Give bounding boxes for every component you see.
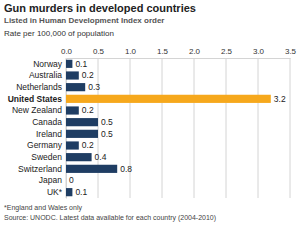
grid-line [98,58,99,198]
y-axis: NorwayAustralia Netherlands United StatesN… [8,59,67,199]
grid [66,58,290,198]
footnotes: *England and Wales only Source: UNODC. La… [4,204,216,222]
tick-label: Switzerland [18,164,62,174]
data-label: 0.1 [75,59,87,69]
data-labels: 0.10.20.33.20.20.50.50.20.40.800.1 [69,59,286,197]
tick: Canada [32,117,66,127]
bar [66,71,79,79]
tick: Australia [29,70,66,80]
data-label: 0.5 [101,129,113,139]
data-label: 0 [69,175,74,185]
bar [66,106,79,114]
tick-label: UK* [47,187,63,197]
bar [66,60,72,68]
data-label: 0.3 [88,82,100,92]
tick-label: Ireland [36,129,62,139]
subtitle: Listed in Human Development Index order [4,16,164,25]
tick: Japan [39,175,66,185]
bar [66,95,271,103]
bars [66,60,271,197]
grid-line [226,58,227,198]
tick: 1.0 [125,47,137,58]
data-label: 0.8 [120,164,132,174]
tick-label: Australia [29,70,62,80]
tick-label: 2.0 [189,47,201,56]
tick-label: Netherlands [16,82,62,92]
grid-line [194,58,195,198]
axis-line [67,58,291,59]
tick-label: New Zealand [12,105,62,115]
bar [66,83,85,91]
data-label: 0.1 [75,187,87,197]
grid-line [258,58,259,198]
tick: 2.0 [189,47,201,58]
data-label: 0.5 [101,117,113,127]
tick-label: 1.5 [157,47,169,56]
tick: Netherlands [16,82,66,92]
grid-line [162,58,163,198]
chart: Gun murders in developed countries Listed… [0,0,304,228]
tick-label: Canada [32,117,62,127]
tick-label: 3.5 [285,47,297,56]
tick: Germany [27,140,66,150]
tick: 0.5 [93,47,105,58]
tick: 3.5 [285,47,297,58]
bar [66,153,92,161]
tick: Sweden [31,152,66,162]
data-label: 3.2 [274,94,286,104]
bar [66,176,67,184]
bar [66,141,79,149]
grid-line [130,58,131,198]
tick-label: 0.5 [93,47,105,56]
tick: 0.0 [61,47,73,58]
tick: New Zealand [12,105,66,115]
tick-label: United States [8,94,63,104]
tick: 1.5 [157,47,169,58]
tick: Norway [33,59,66,69]
tick: Ireland [36,129,66,139]
bar [66,130,98,138]
tick: United States [8,94,66,104]
bar [66,118,98,126]
tick-label: Sweden [31,152,62,162]
bar [66,165,117,173]
tick: UK* [47,187,66,197]
data-label: 0.2 [82,105,94,115]
tick: 3.0 [253,47,265,58]
bar [66,188,72,196]
data-label: 0.4 [95,152,107,162]
tick-label: Norway [33,59,63,69]
tick-label: 3.0 [253,47,265,56]
data-label: 0.2 [82,140,94,150]
tick-label: Japan [39,175,62,185]
x-axis: 0.0 0.5 1.0 1.5 2.0 2.5 3.0 3.5 [61,47,297,59]
title: Gun murders in developed countries [4,2,196,14]
tick: Switzerland [18,164,66,174]
tick: 2.5 [221,47,233,58]
grid-line [290,58,291,198]
footnote: Source: UNODC. Latest data available for… [4,214,216,222]
footnote: *England and Wales only [4,204,82,212]
tick-label: 0.0 [61,47,73,56]
tick-label: 2.5 [221,47,233,56]
tick-label: Germany [27,140,63,150]
axis-title: Rate per 100,000 of population [4,29,114,38]
data-label: 0.2 [82,70,94,80]
tick-label: 1.0 [125,47,137,56]
